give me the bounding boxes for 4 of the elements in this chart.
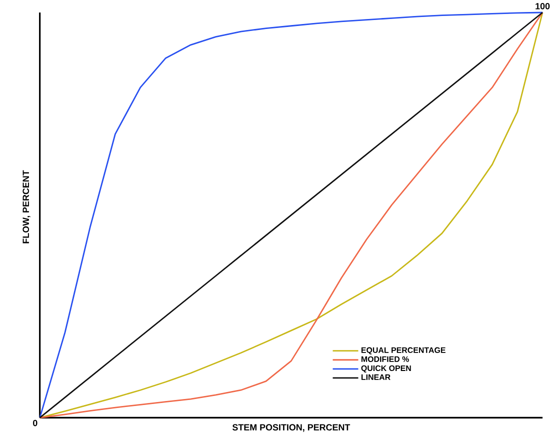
y-axis-title: FLOW, PERCENT [22,170,30,244]
text: 100 [536,3,550,10]
x-axis-title: STEM POSITION, PERCENT [232,424,350,432]
text: 0 [33,420,38,426]
